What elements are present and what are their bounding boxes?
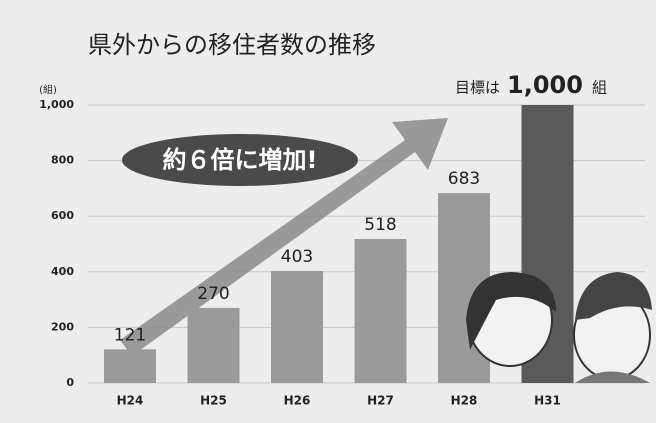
bar: [271, 271, 323, 383]
y-unit: (組): [39, 83, 57, 96]
x-tick-label: H24: [117, 394, 144, 408]
value-label: 270: [197, 284, 229, 304]
value-label: 121: [114, 325, 146, 345]
target-value: 1,000: [507, 71, 583, 99]
growth-label: 約６倍に増加!: [163, 146, 318, 174]
y-tick-label: 1,000: [39, 98, 74, 111]
target-prefix: 目標は: [455, 79, 500, 97]
x-tick-label: H27: [367, 394, 394, 408]
bar: [104, 349, 156, 383]
y-tick-label: 200: [51, 320, 74, 333]
chart: 県外からの移住者数の推移 (組) 0 200 400 600 800 1,000 H24 1…: [0, 0, 656, 423]
y-tick-label: 800: [51, 154, 74, 167]
y-tick-label: 400: [51, 265, 74, 278]
chart-title: 県外からの移住者数の推移: [88, 31, 376, 59]
y-tick-label: 0: [66, 376, 74, 389]
x-tick-label: H28: [451, 394, 478, 408]
value-label: 403: [281, 247, 313, 267]
y-tick-label: 600: [51, 209, 74, 222]
x-tick-label: H25: [200, 394, 227, 408]
bar: [355, 239, 407, 383]
target-unit: 組: [592, 79, 607, 97]
x-tick-label: H31: [534, 394, 561, 408]
x-tick-label: H26: [284, 394, 311, 408]
value-label: 683: [448, 169, 480, 189]
value-label: 518: [364, 215, 396, 235]
bar: [188, 308, 240, 383]
